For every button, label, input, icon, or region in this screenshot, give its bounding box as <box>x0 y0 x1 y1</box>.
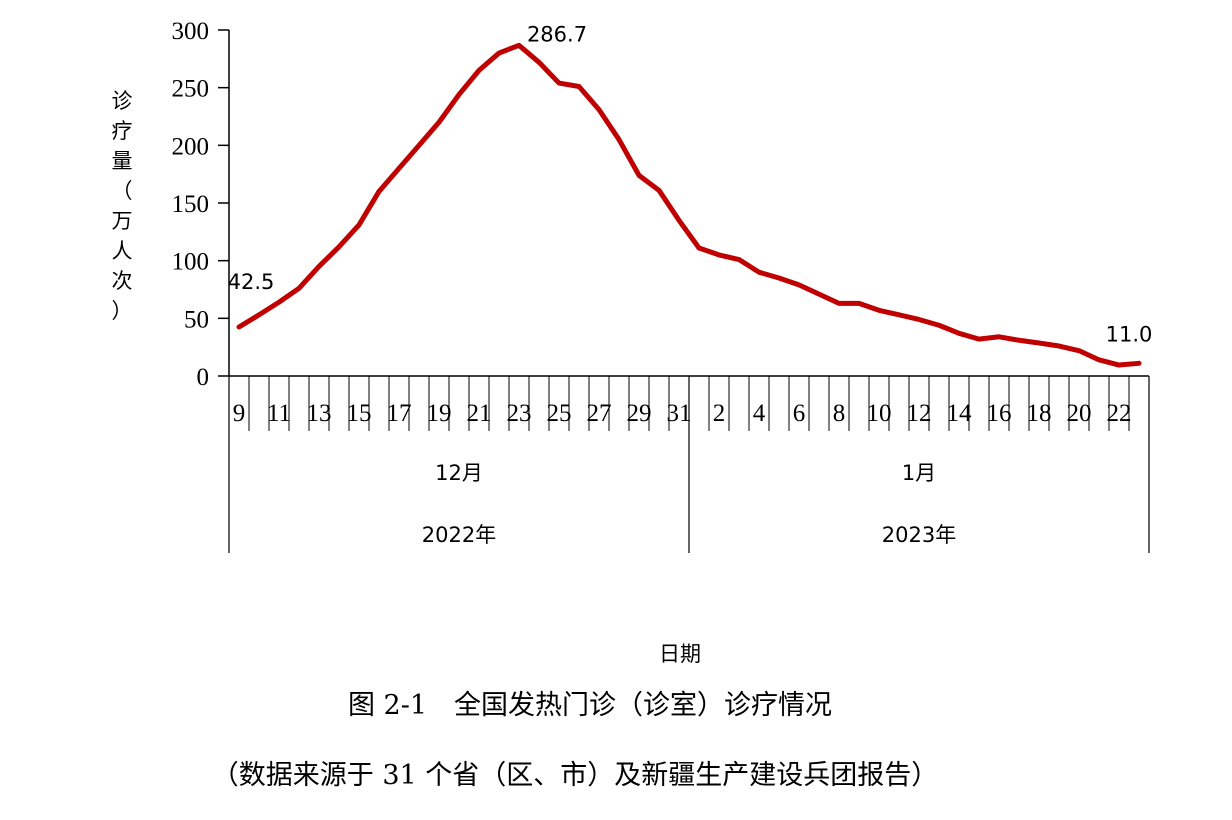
y-tick-label: 300 <box>172 18 210 45</box>
y-axis-label-char: 疗 <box>112 119 133 143</box>
y-axis-label: 诊疗量 （ 万人次 ） <box>112 89 133 323</box>
x-axis: 9 11 13 15 17 19 21 23 25 27 29 31 12月 2022年 2 4 6 8 10 12 1… <box>228 375 1150 553</box>
y-axis-label-char: （ <box>112 179 133 203</box>
x-tick-label: 18 <box>1027 400 1052 427</box>
data-label: 286.7 <box>527 22 587 46</box>
data-source-note: （数据来源于 31 个省（区、市）及新疆生产建设兵团报告） <box>212 760 939 791</box>
x-tick-label: 29 <box>627 400 652 427</box>
series-line <box>236 42 1142 368</box>
x-tick-label: 17 <box>387 400 412 427</box>
y-tick-label: 50 <box>184 306 209 333</box>
y-axis-label-char: 人 <box>112 239 133 263</box>
x-tick-label: 31 <box>667 400 692 427</box>
x-tick-label: 12 <box>907 400 932 427</box>
year-label: 2022年 <box>422 523 496 547</box>
y-tick-label: 100 <box>172 249 210 276</box>
data-label: 11.0 <box>1106 322 1153 346</box>
x-tick-label: 10 <box>867 400 892 427</box>
x-tick-label: 13 <box>307 400 332 427</box>
x-tick-label: 6 <box>793 400 806 427</box>
y-tick-label: 250 <box>172 76 210 103</box>
y-axis-label-char: 量 <box>112 149 133 173</box>
x-axis-label: 日期 <box>659 642 701 666</box>
y-tick-label: 150 <box>172 191 210 218</box>
x-tick-label: 20 <box>1067 400 1092 427</box>
year-label: 2023年 <box>882 523 956 547</box>
x-tick-label: 2 <box>713 400 726 427</box>
x-tick-label: 27 <box>587 400 612 427</box>
y-tick-label: 200 <box>172 133 210 160</box>
x-tick-label: 16 <box>987 400 1012 427</box>
x-tick-label: 14 <box>947 400 973 427</box>
x-tick-label: 11 <box>267 400 291 427</box>
x-tick-label: 9 <box>233 400 246 427</box>
x-tick-label: 15 <box>347 400 372 427</box>
x-tick-label: 25 <box>547 400 572 427</box>
x-tick-label: 8 <box>833 400 846 427</box>
x-tick-label: 21 <box>467 400 492 427</box>
y-axis-label-char: 万 <box>112 209 133 233</box>
month-label: 1月 <box>902 461 936 485</box>
figure-caption: 图 2-1 全国发热门诊（诊室）诊疗情况 <box>348 690 832 721</box>
y-axis-label-char: ） <box>112 299 133 323</box>
x-tick-label: 19 <box>427 400 452 427</box>
x-tick-label: 4 <box>753 400 766 427</box>
month-label: 12月 <box>435 461 483 485</box>
y-tick-label: 0 <box>197 364 210 391</box>
y-axis-label-char: 次 <box>112 269 133 293</box>
x-tick-label: 23 <box>507 400 532 427</box>
y-axis-label-char: 诊 <box>112 89 133 113</box>
x-tick-label: 22 <box>1107 400 1132 427</box>
y-axis: 0 50 100 150 200 250 300 <box>172 18 230 391</box>
data-label: 42.5 <box>228 270 275 294</box>
data-labels: 42.5 286.7 11.0 <box>228 22 1153 346</box>
